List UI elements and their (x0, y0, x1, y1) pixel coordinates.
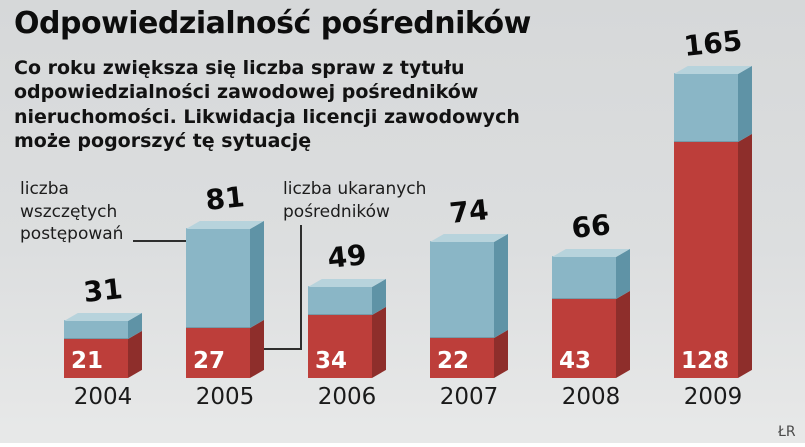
bar-segment-proceedings (308, 286, 372, 315)
year-label: 2009 (683, 384, 743, 410)
punished-value-label: 21 (71, 348, 104, 374)
punished-value-label: 34 (315, 348, 348, 374)
annotation-connector-line (133, 240, 195, 242)
bar-segment-punished (308, 315, 372, 378)
punished-value-label: 27 (193, 348, 226, 374)
total-value-label: 31 (81, 272, 125, 309)
year-label: 2004 (73, 384, 133, 410)
subtitle-line: nieruchomości. Likwidacja licencji zawod… (14, 105, 520, 128)
total-value-label: 165 (682, 24, 744, 63)
annotation-line-text: wszczętych (20, 201, 118, 222)
annotation-line-text: liczba (20, 179, 69, 199)
year-label: 2005 (195, 384, 255, 410)
annotation-line-text: postępowań (20, 224, 124, 245)
subtitle-line: Co roku zwiększa się liczba spraw z tytu… (14, 57, 465, 79)
annotation-connector-line (258, 348, 302, 350)
credit: ŁR (778, 424, 796, 440)
subtitle-line: odpowiedzialności zawodowej pośredników (14, 81, 479, 104)
total-value-label: 49 (325, 238, 369, 275)
bar-segment-proceedings (430, 241, 494, 338)
year-label: 2008 (561, 384, 621, 410)
bar-segment-punished (64, 339, 128, 378)
stacked-bar-chart: 21 31 27 81 34 49 22 74 43 66 128 165 (64, 24, 752, 378)
total-value-label: 66 (569, 208, 613, 245)
bar-segment-proceedings-side (616, 248, 630, 299)
year-label: 2006 (317, 384, 377, 410)
punished-value-label: 128 (681, 348, 730, 374)
bar-segment-proceedings-side (738, 65, 752, 142)
bar-segment-proceedings (64, 320, 128, 339)
bar-segment-punished-side (372, 306, 386, 378)
total-value-label: 81 (203, 180, 247, 217)
bar-segment-punished-side (250, 319, 264, 378)
year-label: 2007 (439, 384, 499, 410)
bar-segment-proceedings (552, 256, 616, 299)
annotation-proceedings-label: liczba wszczętych postępowań (20, 178, 123, 246)
annotation-punished-label: liczba ukaranych pośredników (283, 178, 426, 223)
page-title: Odpowiedzialność pośredników (14, 6, 531, 41)
annotation-line-text: pośredników (283, 201, 390, 222)
punished-value-label: 43 (559, 348, 592, 374)
total-value-label: 74 (447, 193, 491, 230)
bar-segment-punished-side (616, 290, 630, 378)
bar-segment-punished-side (128, 330, 142, 378)
bar-segment-punished (430, 338, 494, 378)
bar-segment-punished (552, 299, 616, 378)
bar-segment-proceedings (186, 228, 250, 328)
bar-segment-punished (186, 328, 250, 378)
bar-segment-proceedings (674, 73, 738, 142)
subtitle-line: może pogorszyć tę sytuację (14, 129, 312, 152)
bar-segment-punished (674, 142, 738, 378)
bottom-strip (0, 443, 805, 447)
annotation-connector-line (300, 225, 302, 349)
bar-segment-punished-side (494, 329, 508, 378)
annotation-line-text: liczba ukaranych (283, 179, 427, 199)
x-axis-year-labels: 2004 2005 2006 2007 2008 2009 (0, 384, 805, 418)
subtitle: Co roku zwiększa się liczba spraw z tytu… (14, 56, 520, 153)
bar-segment-punished-side (738, 133, 752, 378)
punished-value-label: 22 (437, 348, 470, 374)
bar-segment-proceedings-side (250, 220, 264, 328)
bar-segment-proceedings-side (494, 233, 508, 338)
